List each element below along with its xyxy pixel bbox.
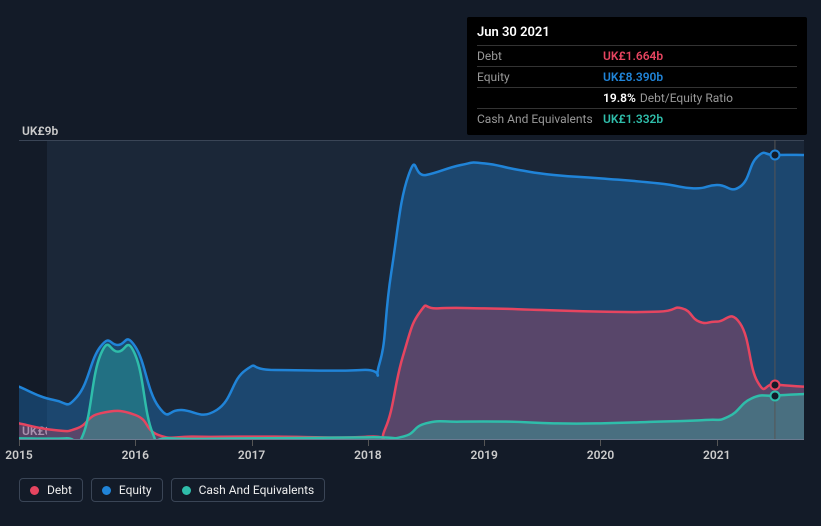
hover-marker — [769, 150, 780, 161]
chart-tooltip: Jun 30 2021 DebtUK£1.664bEquityUK£8.390b… — [467, 17, 807, 135]
chart-legend: Debt Equity Cash And Equivalents — [19, 478, 325, 502]
x-tick-label: 2017 — [238, 448, 265, 462]
tooltip-ratio-pct: 19.8% — [603, 91, 636, 105]
tooltip-row-label: Cash And Equivalents — [477, 110, 603, 128]
x-tick-mark — [19, 440, 20, 446]
legend-dot-icon — [182, 486, 191, 495]
tooltip-row: Cash And EquivalentsUK£1.332b — [477, 108, 797, 129]
tooltip-row-label — [477, 89, 603, 107]
chart-plot-area[interactable] — [19, 140, 804, 440]
x-tick-label: 2018 — [354, 448, 381, 462]
legend-item[interactable]: Debt — [19, 478, 83, 502]
legend-dot-icon — [30, 486, 39, 495]
x-tick-label: 2021 — [703, 448, 730, 462]
x-tick-label: 2015 — [5, 448, 32, 462]
legend-item[interactable]: Cash And Equivalents — [171, 478, 326, 502]
legend-label: Equity — [119, 483, 152, 497]
tooltip-row: DebtUK£1.664b — [477, 45, 797, 66]
x-tick-mark — [135, 440, 136, 446]
legend-label: Debt — [47, 483, 72, 497]
x-tick-mark — [717, 440, 718, 446]
tooltip-row-label: Equity — [477, 68, 603, 86]
tooltip-row: 19.8% Debt/Equity Ratio — [477, 87, 797, 108]
tooltip-ratio-label: Debt/Equity Ratio — [640, 91, 733, 105]
legend-item[interactable]: Equity — [91, 478, 163, 502]
tooltip-date: Jun 30 2021 — [477, 23, 797, 43]
x-tick-label: 2020 — [587, 448, 614, 462]
x-tick-mark — [600, 440, 601, 446]
x-tick-mark — [484, 440, 485, 446]
legend-label: Cash And Equivalents — [199, 483, 315, 497]
tooltip-row-value: UK£1.664b — [603, 47, 663, 65]
hover-marker — [769, 379, 780, 390]
tooltip-row-label: Debt — [477, 47, 603, 65]
tooltip-row-value: UK£1.332b — [603, 110, 663, 128]
y-axis-max-label: UK£9b — [22, 124, 58, 138]
tooltip-row: EquityUK£8.390b — [477, 66, 797, 87]
tooltip-row-value: UK£8.390b — [603, 68, 663, 86]
x-tick-mark — [368, 440, 369, 446]
x-tick-mark — [252, 440, 253, 446]
x-tick-label: 2019 — [470, 448, 497, 462]
x-tick-label: 2016 — [122, 448, 149, 462]
hover-marker — [769, 390, 780, 401]
x-axis: 2015201620172018201920202021 — [19, 448, 804, 468]
legend-dot-icon — [102, 486, 111, 495]
